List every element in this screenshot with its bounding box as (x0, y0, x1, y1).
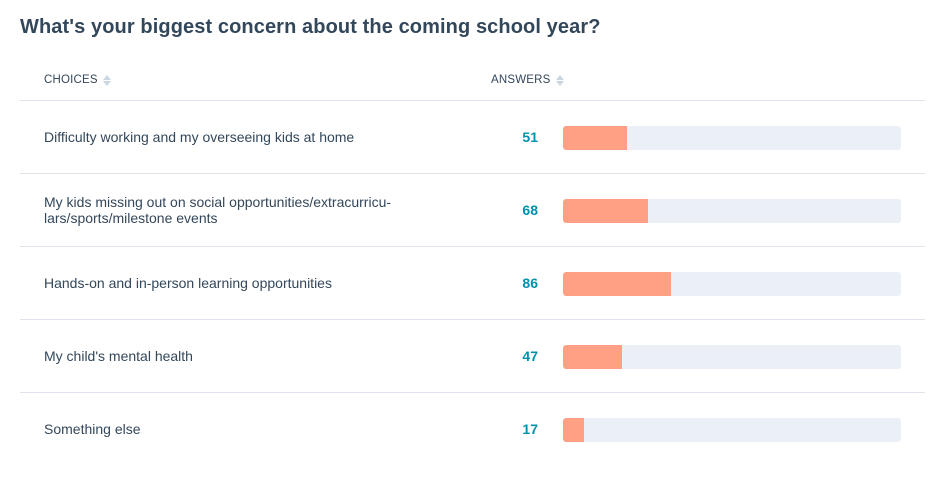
bar-track (563, 272, 901, 296)
bar-fill (563, 418, 585, 442)
choice-label: My child's mental health (44, 348, 193, 364)
answer-count: 47 (522, 348, 538, 364)
row-divider (20, 173, 925, 174)
table-row: Difficulty working and my overseeing kid… (20, 101, 925, 173)
bar-track (563, 418, 901, 442)
sort-icon[interactable] (102, 74, 111, 86)
answer-count: 17 (522, 421, 538, 437)
column-header-answers-label: ANSWERS (491, 74, 551, 86)
row-divider (20, 392, 925, 393)
column-header-choices-label: CHOICES (44, 74, 98, 86)
answer-count: 86 (522, 275, 538, 291)
bar-fill (563, 126, 628, 150)
table-row: Something else 17 (20, 393, 925, 465)
table-row: Hands-on and in-person learning opportun… (20, 247, 925, 319)
row-divider (20, 246, 925, 247)
column-header-answers[interactable]: ANSWERS (491, 74, 564, 86)
answer-count: 68 (522, 202, 538, 218)
bar-track (563, 345, 901, 369)
choice-label: Something else (44, 421, 141, 437)
bar-fill (563, 345, 623, 369)
bar-track (563, 126, 901, 150)
table-row: My kids missing out on social opportunit… (20, 174, 925, 246)
chart-title: What's your biggest concern about the co… (20, 16, 601, 38)
choice-label: My kids missing out on social opportunit… (44, 194, 392, 226)
bar-fill (563, 272, 672, 296)
header-divider (20, 100, 925, 101)
sort-icon[interactable] (555, 74, 564, 86)
row-divider (20, 319, 925, 320)
table-row: My child's mental health 47 (20, 320, 925, 392)
choice-label: Difficulty working and my overseeing kid… (44, 129, 355, 145)
bar-track (563, 199, 901, 223)
answer-count: 51 (522, 129, 538, 145)
column-header-choices[interactable]: CHOICES (44, 74, 111, 86)
choice-label: Hands-on and in-person learning opportun… (44, 275, 332, 291)
bar-fill (563, 199, 649, 223)
